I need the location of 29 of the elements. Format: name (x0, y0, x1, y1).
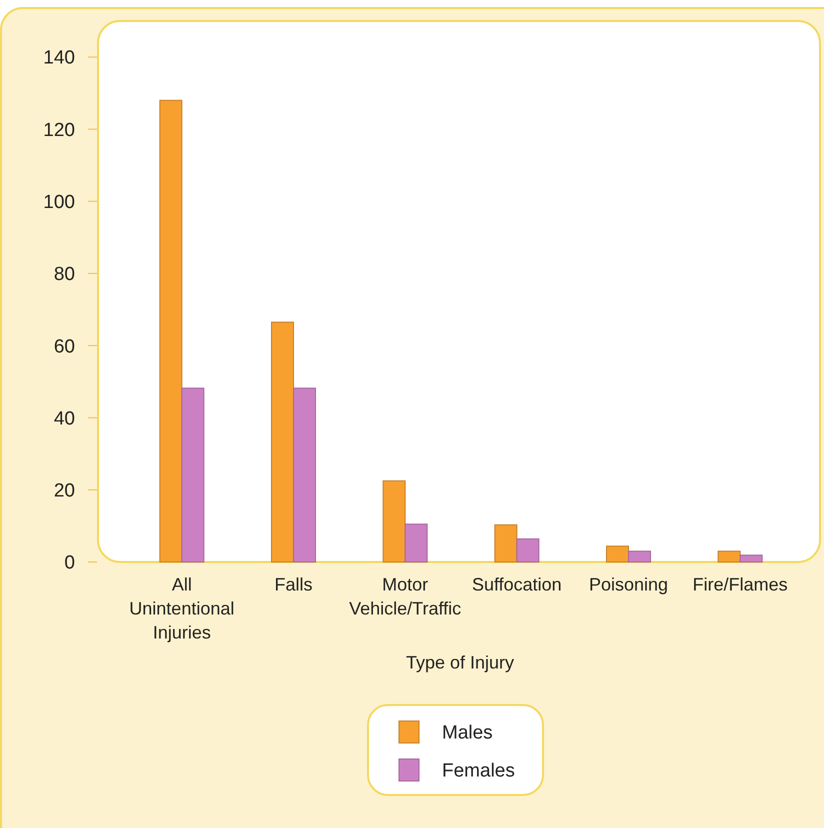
bar (516, 538, 540, 562)
x-tick-label: Falls (274, 574, 313, 594)
y-tick-label: 140 (43, 48, 75, 69)
y-tick-label: 40 (54, 408, 75, 430)
bar (628, 550, 651, 562)
y-tick-label: 0 (64, 552, 75, 574)
y-tick-label: 100 (43, 192, 75, 213)
y-tick-label: 80 (54, 264, 75, 286)
x-tick-label: Poisoning (588, 574, 668, 594)
bar (159, 100, 182, 562)
bar (718, 550, 741, 562)
bar (293, 388, 316, 562)
bar (271, 322, 294, 562)
x-axis-title: Type of Injury (406, 652, 514, 672)
bar (404, 524, 428, 562)
x-tick-label: Fire/Flames (692, 574, 788, 594)
legend-label: Males (442, 722, 493, 744)
bar (382, 480, 406, 562)
y-tick-label: 120 (43, 120, 75, 141)
bar (740, 554, 763, 562)
bar (181, 388, 204, 562)
x-tick-label: Motor Vehicle/Traffic (349, 574, 462, 618)
y-tick-label: 20 (54, 480, 75, 502)
y-tick-label: 60 (54, 336, 75, 358)
x-tick-label: All Unintentional Injuries (129, 574, 234, 642)
bar (494, 524, 518, 562)
bar (606, 546, 629, 562)
x-tick-label: Suffocation (472, 574, 562, 594)
legend-label: Females (442, 760, 515, 782)
